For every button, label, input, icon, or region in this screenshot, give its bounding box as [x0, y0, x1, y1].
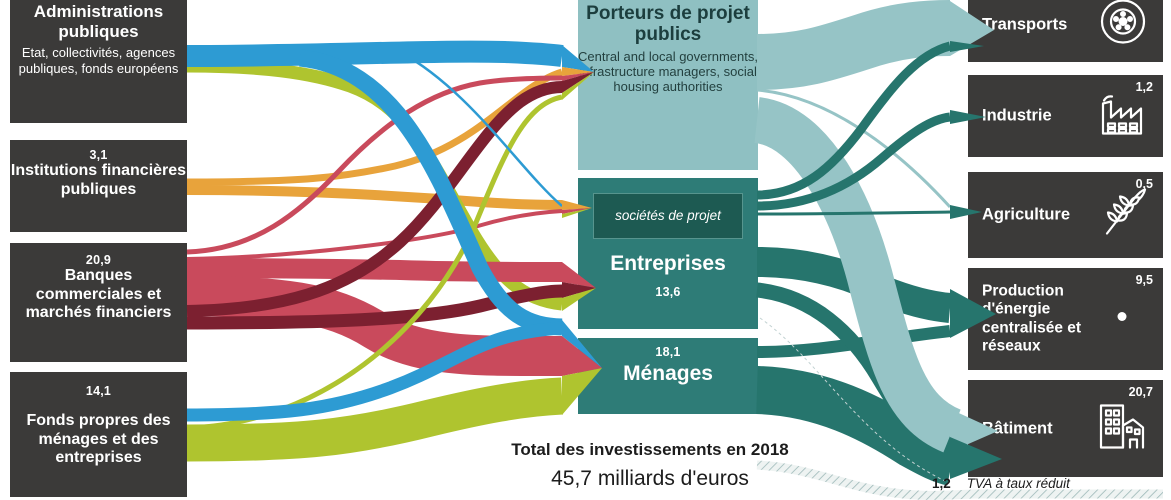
total-caption: Total des investissements en 2018 45,7 m… [470, 440, 830, 491]
flow-admin-entreprises [186, 59, 563, 311]
tva-label: TVA à taux réduit [966, 476, 1070, 491]
flow-admin-societes-thin [399, 50, 563, 207]
source-subtitle: Etat, collectivités, agences publiques, … [18, 45, 179, 76]
flow-banques-entreprises [186, 258, 563, 282]
source-box-banques: 20,9 Banques commerciales et marchés fin… [10, 243, 187, 362]
sector-label: Bâtiment [982, 418, 1053, 437]
source-title: Institutions financières publiques [10, 162, 187, 198]
flow-porteurs-agriculture [756, 88, 952, 209]
sector-box-industrie: 1,2 Industrie [968, 75, 1163, 157]
source-box-administrations: Administrations publiques Etat, collecti… [10, 0, 187, 123]
total-title: Total des investissements en 2018 [511, 440, 789, 459]
flows-left-middle [186, 40, 564, 462]
wind-turbine-icon [1095, 290, 1149, 349]
source-title: Banques commerciales et marchés financie… [25, 267, 172, 322]
total-amount: 45,7 milliards d'euros [551, 467, 749, 490]
flow-entreprises-batiment [756, 282, 953, 465]
tva-value: 1,2 [932, 476, 951, 491]
flow-fonds-menages [186, 377, 563, 462]
sector-box-transports: Transports [968, 0, 1163, 62]
source-title: Fonds propres des ménages et des entrepr… [26, 412, 171, 467]
flow-entreprises-transports [756, 41, 952, 200]
flow-entreprises-industrie [756, 112, 951, 211]
flow-porteurs-batiment [752, 97, 962, 453]
flow-ifp-societes [186, 185, 563, 210]
buildings-icon [1093, 399, 1149, 458]
source-box-institutions-financieres: 3,1 Institutions financières publiques [10, 140, 187, 232]
societes-de-projet-badge: sociétés de projet [593, 193, 743, 239]
flow-entreprises-agriculture [756, 210, 951, 216]
sector-value: 1,2 [1135, 80, 1153, 94]
sector-value: 20,7 [1128, 385, 1153, 399]
flow-banques-menages [186, 276, 563, 377]
sector-label: Agriculture [982, 205, 1071, 224]
node-title: Porteurs de projet publics [586, 3, 750, 45]
source-value: 3,1 [89, 148, 108, 162]
sector-box-agriculture: 0,5 Agriculture [968, 172, 1163, 258]
flow-fonds-menages-blue [186, 321, 563, 422]
sector-label: Production d'énergie centralisée et rése… [982, 282, 1082, 355]
source-title: Administrations publiques [33, 2, 164, 41]
node-title: Ménages [623, 362, 713, 385]
sector-value: 9,5 [1135, 273, 1153, 287]
wheat-icon [1099, 186, 1149, 245]
flow-banques-societes [186, 209, 563, 261]
sector-label: Industrie [982, 106, 1052, 125]
flow-ifp-porteurs [186, 68, 564, 186]
node-value: 18,1 [655, 345, 681, 359]
tva-caption: 1,2 TVA à taux réduit [932, 476, 1070, 491]
sector-label: Transports [982, 15, 1068, 34]
sector-value: 0,5 [1135, 177, 1153, 191]
flow-banques-entreprises-maroon [186, 284, 563, 330]
sector-box-batiment: 20,7 Bâtiment [968, 380, 1163, 477]
node-box-porteurs-publics: Porteurs de projet publics Central and l… [578, 0, 758, 170]
tire-icon [1097, 0, 1149, 53]
flow-admin-menages [298, 49, 563, 336]
factory-icon [1095, 88, 1149, 145]
source-value: 14,1 [85, 384, 112, 398]
source-value: 20,9 [85, 253, 112, 267]
flow-porteurs-transports [756, 0, 951, 90]
flow-admin-porteurs [186, 40, 564, 67]
flow-entreprises-energie [756, 247, 952, 323]
node-box-menages: 18,1 Ménages [578, 338, 758, 414]
source-box-fonds-propres: 14,1 Fonds propres des ménages et des en… [10, 372, 187, 497]
node-subtitle: Central and local governments, infrastru… [578, 48, 758, 95]
flow-fonds-porteurs [186, 94, 563, 431]
sector-box-energie: 9,5 Production d'énergie centralisée et … [968, 268, 1163, 370]
flow-banques-porteurs [186, 75, 563, 255]
node-value: 13,6 [655, 285, 681, 299]
flow-banques-porteurs-maroon [186, 81, 563, 317]
flow-menages-energie [756, 325, 951, 358]
node-title: Entreprises [610, 252, 726, 275]
node-box-entreprises: sociétés de projet Entreprises 13,6 [578, 178, 758, 329]
